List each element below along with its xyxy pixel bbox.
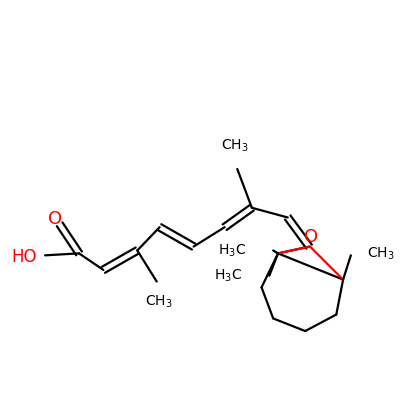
Text: H$_3$C: H$_3$C (218, 242, 246, 259)
Text: H$_3$C: H$_3$C (214, 268, 242, 284)
Text: CH$_3$: CH$_3$ (367, 245, 395, 262)
Text: O: O (48, 210, 62, 228)
Text: O: O (304, 228, 318, 246)
Text: CH$_3$: CH$_3$ (145, 293, 172, 310)
Text: CH$_3$: CH$_3$ (220, 138, 248, 154)
Text: HO: HO (12, 248, 37, 266)
